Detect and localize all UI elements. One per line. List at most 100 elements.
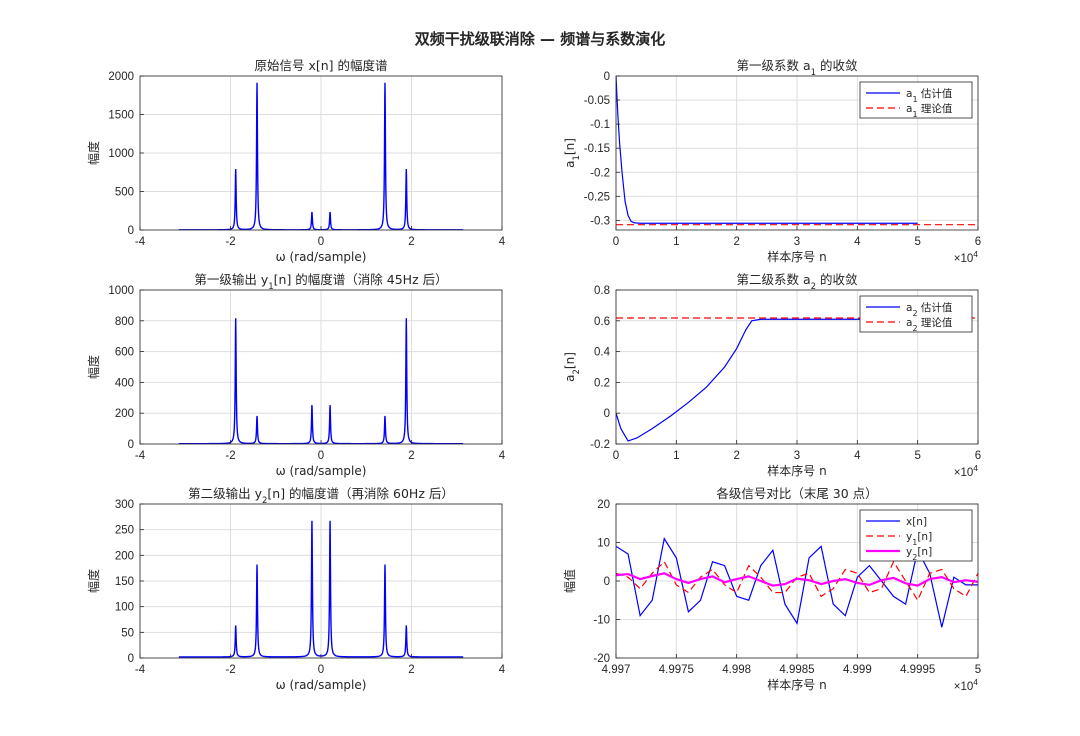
series-line-3 <box>616 572 978 587</box>
x-tick-label: 3 <box>794 450 800 462</box>
y-tick-label: -0.2 <box>590 167 610 179</box>
chart-p6: 4.997 4.9975 4.998 4.9985 4.999 4.9995 5 -20 -10… <box>562 486 981 693</box>
y-tick-label: -10 <box>593 615 610 627</box>
x-tick-label: -4 <box>135 236 146 248</box>
chart-title: 第一级系数 a1 的收敛 <box>736 58 858 78</box>
x-tick-label: 4 <box>499 450 506 462</box>
y-tick-label: 0 <box>128 439 134 451</box>
y-tick-label: 10 <box>597 538 610 550</box>
x-tick-label: -2 <box>225 450 235 462</box>
x-tick-label: 4.997 <box>602 664 631 676</box>
y-tick-label: -0.2 <box>590 439 610 451</box>
x-axis-label: ω (rad/sample) <box>276 250 367 264</box>
x-axis-label: 样本序号 n <box>767 677 826 692</box>
x-tick-label: 6 <box>975 236 981 248</box>
y-tick-label: 0 <box>604 71 610 83</box>
chart-title: 原始信号 x[n] 的幅度谱 <box>254 58 387 73</box>
x-axis-label: ω (rad/sample) <box>276 678 367 692</box>
legend-entry: x[n] <box>906 516 927 528</box>
x-tick-label: 5 <box>914 450 920 462</box>
y-tick-label: 0 <box>604 408 610 420</box>
x-tick-label: 1 <box>673 450 679 462</box>
x-tick-label: 0 <box>318 664 324 676</box>
y-tick-label: 200 <box>115 408 134 420</box>
x-tick-label: 2 <box>408 664 414 676</box>
x-tick-label: 2 <box>733 236 739 248</box>
y-tick-label: -0.3 <box>590 215 610 227</box>
y-tick-label: 300 <box>115 499 134 511</box>
x-tick-label: 0 <box>318 450 324 462</box>
y-tick-label: 50 <box>121 627 134 639</box>
x-tick-label: -2 <box>225 236 235 248</box>
figure-title: 双频干扰级联消除 — 频谱与系数演化 <box>415 30 665 48</box>
y-tick-label: 800 <box>115 316 134 328</box>
legend-entry: a2 估计值 <box>906 301 953 318</box>
chart-title: 第二级输出 y2[n] 的幅度谱（再消除 60Hz 后） <box>188 486 454 506</box>
x-tick-label: 0 <box>318 236 324 248</box>
x-exponent-label: ×104 <box>954 249 979 265</box>
x-tick-label: 0 <box>613 236 619 248</box>
y-axis-label: a1[n] <box>563 138 582 168</box>
y-tick-label: 500 <box>115 187 134 199</box>
y-axis-label: 幅度 <box>86 355 101 379</box>
y-axis-label: 幅度 <box>86 569 101 593</box>
x-tick-label: 2 <box>408 236 414 248</box>
legend-entry: y2[n] <box>906 546 932 562</box>
series-group <box>616 76 978 226</box>
y-tick-label: 0 <box>128 653 134 665</box>
x-tick-label: 5 <box>914 236 920 248</box>
y-tick-label: 250 <box>115 525 134 537</box>
x-axis-label: 样本序号 n <box>767 249 826 264</box>
chart-title: 各级信号对比（末尾 30 点） <box>716 486 877 501</box>
legend-entry: a1 估计值 <box>906 87 953 104</box>
y-tick-label: 0 <box>604 576 610 588</box>
y-tick-label: -0.1 <box>590 119 610 131</box>
x-exponent-label: ×104 <box>954 463 979 479</box>
y-tick-label: 0.6 <box>594 316 610 328</box>
x-tick-label: 4 <box>854 236 861 248</box>
x-tick-label: 4 <box>499 664 506 676</box>
x-tick-label: 1 <box>673 236 679 248</box>
y-tick-label: -20 <box>593 653 610 665</box>
y-tick-label: 1500 <box>108 110 134 122</box>
legend-entry: a2 理论值 <box>906 316 953 333</box>
y-tick-label: 20 <box>597 499 610 511</box>
x-tick-label: 5 <box>975 664 981 676</box>
x-tick-label: 0 <box>613 450 619 462</box>
legend: x[n] y1[n]y2[n] <box>859 509 973 562</box>
x-tick-label: 4.9985 <box>779 664 814 676</box>
y-tick-label: 0.4 <box>594 347 611 359</box>
series-line-2 <box>616 560 978 602</box>
y-axis-label: 幅值 <box>562 569 577 593</box>
y-tick-label: 1000 <box>108 148 134 160</box>
chart-p2: 0 1 2 3 4 5 6 0 -0.05 -0.1 -0.15 -0.2 -0.25 -0.3 第一级系数… <box>563 58 981 265</box>
y-tick-label: 1000 <box>108 285 134 297</box>
y-tick-label: -0.15 <box>584 143 610 155</box>
x-tick-label: 4.999 <box>843 664 872 676</box>
chart-p1: -4 -2 0 2 4 0 500 1000 1500 2000 原始信号 x[n] 的幅度谱 ω (… <box>86 58 506 264</box>
y-tick-label: 600 <box>115 347 134 359</box>
x-tick-label: 4.9975 <box>659 664 694 676</box>
x-tick-label: -4 <box>135 664 146 676</box>
y-tick-label: 400 <box>115 377 134 389</box>
x-tick-label: 4.998 <box>722 664 751 676</box>
x-tick-label: 2 <box>408 450 414 462</box>
x-tick-label: -2 <box>225 664 235 676</box>
x-tick-label: 4 <box>854 450 861 462</box>
x-tick-label: 6 <box>975 450 981 462</box>
x-tick-label: -4 <box>135 450 146 462</box>
y-tick-label: 0.8 <box>594 285 610 297</box>
legend-entry: a1 理论值 <box>906 102 953 119</box>
y-tick-label: 100 <box>115 602 134 614</box>
x-axis-label: ω (rad/sample) <box>276 464 367 478</box>
y-tick-label: 0.2 <box>594 377 610 389</box>
legend-entry: y1[n] <box>906 531 932 547</box>
series-line-1 <box>616 76 918 224</box>
legend-box <box>859 81 973 119</box>
x-tick-label: 4 <box>499 236 506 248</box>
